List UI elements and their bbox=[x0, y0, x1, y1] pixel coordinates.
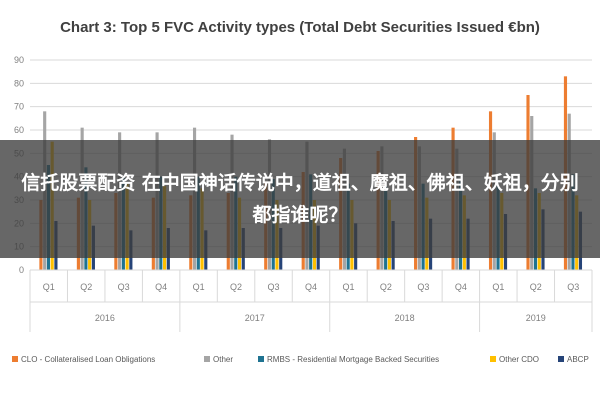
x-tick-label: Q2 bbox=[530, 282, 542, 292]
group-label: 2017 bbox=[245, 313, 265, 323]
x-tick-label: Q3 bbox=[118, 282, 130, 292]
chart-title: Chart 3: Top 5 FVC Activity types (Total… bbox=[60, 19, 540, 36]
legend-swatch bbox=[258, 356, 264, 362]
x-tick-label: Q2 bbox=[230, 282, 242, 292]
x-tick-label: Q1 bbox=[43, 282, 55, 292]
group-label: 2019 bbox=[526, 313, 546, 323]
group-label: 2018 bbox=[395, 313, 415, 323]
legend-label: ABCP bbox=[567, 355, 589, 364]
legend-label: RMBS - Residential Mortgage Backed Secur… bbox=[267, 355, 439, 364]
legend-label: Other bbox=[213, 355, 233, 364]
legend-label: Other CDO bbox=[499, 355, 539, 364]
x-tick-label: Q1 bbox=[193, 282, 205, 292]
x-tick-label: Q3 bbox=[567, 282, 579, 292]
overlay-banner: 信托股票配资 在中国神话传说中，道祖、魔祖、佛祖、妖祖，分别都指谁呢？ bbox=[0, 140, 600, 258]
x-tick-label: Q1 bbox=[492, 282, 504, 292]
legend-swatch bbox=[204, 356, 210, 362]
x-tick-label: Q4 bbox=[305, 282, 317, 292]
y-tick-label: 60 bbox=[14, 125, 24, 135]
legend: CLO - Collateralised Loan Obligations Oth… bbox=[12, 355, 589, 364]
x-tick-label: Q2 bbox=[80, 282, 92, 292]
x-tick-label: Q3 bbox=[417, 282, 429, 292]
legend-label: CLO - Collateralised Loan Obligations bbox=[21, 355, 155, 364]
x-tick-label: Q4 bbox=[155, 282, 167, 292]
x-tick-label: Q1 bbox=[342, 282, 354, 292]
legend-swatch bbox=[12, 356, 18, 362]
y-tick-label: 70 bbox=[14, 102, 24, 112]
legend-swatch bbox=[490, 356, 496, 362]
group-label: 2016 bbox=[95, 313, 115, 323]
legend-swatch bbox=[558, 356, 564, 362]
y-tick-label: 80 bbox=[14, 78, 24, 88]
overlay-text: 信托股票配资 在中国神话传说中，道祖、魔祖、佛祖、妖祖，分别都指谁呢？ bbox=[21, 172, 579, 226]
x-tick-label: Q4 bbox=[455, 282, 467, 292]
x-tick-label: Q3 bbox=[268, 282, 280, 292]
y-tick-label: 90 bbox=[14, 55, 24, 65]
x-tick-label: Q2 bbox=[380, 282, 392, 292]
y-tick-label: 0 bbox=[19, 265, 24, 275]
